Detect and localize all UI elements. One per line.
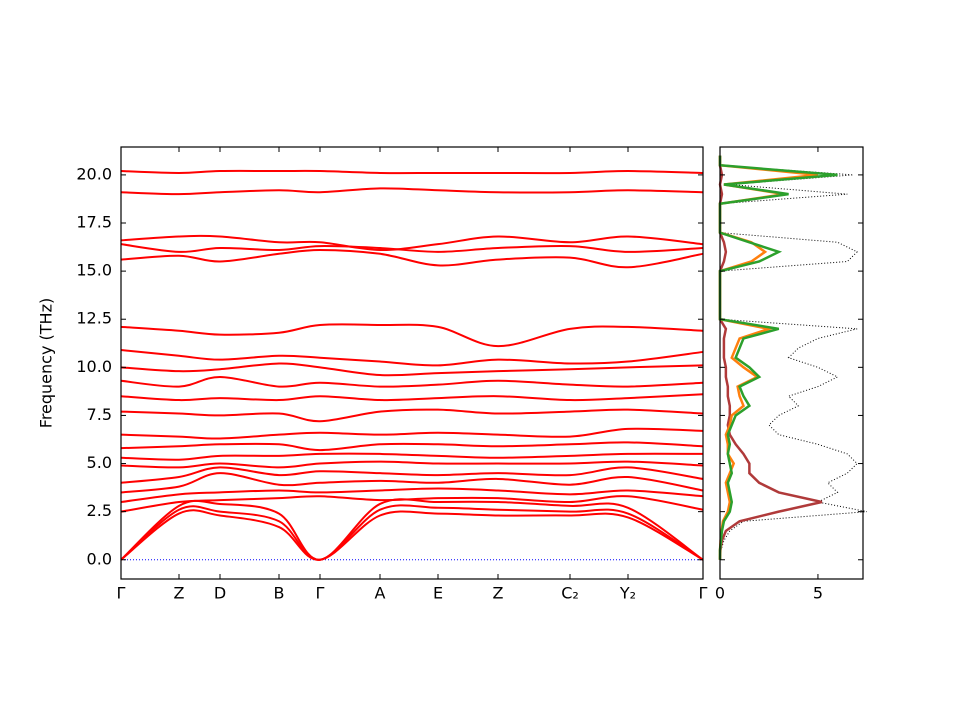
x-tick-label: Γ [316, 584, 325, 603]
x-tick-label: Z [174, 584, 185, 603]
axes-frame [120, 146, 704, 580]
band-line [120, 169, 704, 175]
band-line [120, 472, 704, 494]
y-tick-label: 0.0 [87, 549, 112, 568]
y-tick-label: 2.5 [87, 501, 112, 520]
band-line [120, 234, 704, 251]
x-tick-label: Y₂ [619, 584, 636, 603]
y-tick-label: 7.5 [87, 405, 112, 424]
band-line [120, 509, 704, 561]
x-tick-label: B [274, 584, 285, 603]
y-axis-label: Frequency (THz) [37, 298, 56, 428]
x-tick-label: Γ [117, 584, 126, 603]
band-line [120, 349, 704, 367]
x-tick-label: A [375, 584, 386, 603]
x-tick-label: Z [493, 584, 504, 603]
y-tick-label: 17.5 [76, 213, 112, 232]
band-line [120, 466, 704, 484]
x-tick-label: E [433, 584, 443, 603]
band-line [120, 504, 704, 561]
axes-frame [719, 146, 864, 580]
x-tick-label: Γ [699, 584, 708, 603]
band-line [120, 408, 704, 423]
y-tick-label: 10.0 [76, 357, 112, 376]
band-line [120, 495, 704, 513]
dos-line [719, 155, 868, 560]
x-tick-label: 0 [715, 584, 725, 603]
band-line [120, 487, 704, 504]
y-tick-label: 20.0 [76, 164, 112, 183]
band-line [120, 323, 704, 348]
band-line [120, 187, 704, 196]
y-tick-label: 5.0 [87, 453, 112, 472]
band-line [120, 248, 704, 269]
x-tick-label: C₂ [561, 584, 579, 603]
band-line [120, 362, 704, 377]
band-line [120, 393, 704, 402]
band-line [120, 375, 704, 388]
dos-line [718, 155, 838, 560]
band-line [120, 460, 704, 469]
y-tick-label: 15.0 [76, 261, 112, 280]
x-tick-label: D [214, 584, 226, 603]
band-line [120, 498, 704, 561]
band-line [120, 452, 704, 461]
band-line [120, 427, 704, 440]
band-line [120, 441, 704, 452]
y-tick-label: 12.5 [76, 309, 112, 328]
x-tick-label: 5 [813, 584, 823, 603]
band-line [120, 243, 704, 253]
